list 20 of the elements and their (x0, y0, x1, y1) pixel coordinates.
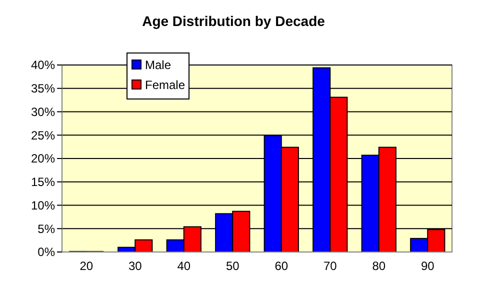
y-tick-label: 40% (30, 58, 56, 72)
x-tick-label: 40 (177, 259, 191, 273)
x-tick-label: 30 (128, 259, 142, 273)
x-tick-label: 90 (420, 259, 435, 273)
y-tick-label: 5% (38, 222, 56, 236)
y-tick-label: 35% (30, 82, 56, 96)
x-tick-label: 20 (80, 259, 94, 273)
legend-label: Male (145, 58, 172, 72)
y-tick-label: 20% (30, 152, 56, 166)
chart-title: Age Distribution by Decade (142, 13, 326, 29)
x-tick-label: 50 (226, 259, 240, 273)
y-tick-label: 30% (30, 104, 56, 119)
x-tick-label: 80 (372, 259, 386, 273)
x-tick-label: 60 (274, 259, 288, 273)
y-tick-label: 10% (30, 198, 56, 212)
y-tick-label: 0% (38, 245, 56, 260)
x-tick-label: 70 (323, 259, 338, 273)
legend-label: Female (145, 78, 186, 92)
y-tick-label: 25% (30, 128, 56, 142)
y-tick-label: 15% (30, 175, 56, 190)
